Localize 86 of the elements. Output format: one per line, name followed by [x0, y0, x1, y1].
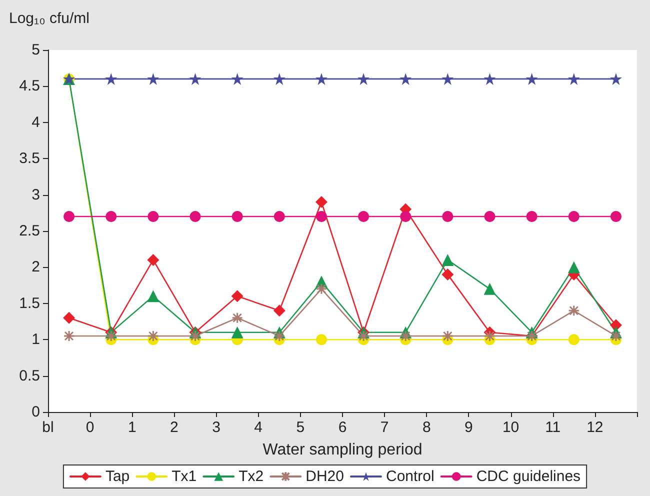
x-tick-label: 1: [128, 419, 136, 436]
point: [147, 290, 160, 302]
point: [105, 72, 118, 85]
y-tick-label: 1: [32, 331, 40, 348]
x-tick-label: 5: [296, 419, 305, 436]
point: [400, 330, 412, 342]
point: [568, 261, 580, 274]
point: [400, 211, 412, 222]
point: [316, 211, 327, 222]
point: [232, 312, 244, 324]
legend-label: Tx1: [172, 468, 197, 485]
point: [316, 283, 328, 295]
y-axis-title: Log₁₀ cfu/ml: [9, 10, 90, 27]
x-tick-label: 11: [545, 419, 561, 436]
x-tick-label: 8: [422, 419, 431, 436]
point: [231, 326, 244, 338]
x-tick-label: 0: [86, 419, 94, 436]
point: [484, 72, 496, 85]
point: [315, 72, 328, 85]
legend-label: CDC guidelines: [476, 468, 581, 485]
point: [442, 211, 454, 222]
y-tick-label: 4: [32, 114, 40, 131]
point: [526, 72, 538, 85]
point: [274, 211, 285, 222]
y-tick-label: 3.5: [19, 150, 40, 168]
point: [568, 334, 580, 346]
point: [315, 196, 328, 208]
x-tick-label: bl: [42, 419, 54, 436]
x-axis-title: Water sampling period: [262, 442, 422, 458]
point: [147, 72, 160, 85]
point: [231, 290, 244, 302]
point: [358, 211, 370, 222]
point: [190, 211, 201, 222]
point: [105, 330, 117, 342]
y-tick-label: 2: [32, 258, 40, 276]
x-tick-label: 10: [502, 419, 520, 436]
point: [442, 254, 454, 266]
legend-label: Tx2: [238, 468, 264, 485]
point: [400, 72, 412, 85]
point: [484, 330, 496, 342]
point: [484, 282, 496, 295]
point: [442, 72, 454, 85]
point: [526, 211, 538, 222]
point: [358, 330, 370, 342]
point: [274, 330, 286, 342]
legend-label: Control: [386, 468, 434, 485]
point: [568, 211, 580, 222]
point: [64, 211, 75, 222]
point: [358, 72, 370, 85]
x-tick-label: 7: [380, 419, 389, 436]
point: [568, 72, 580, 85]
y-tick-label: 0: [32, 404, 40, 420]
point: [148, 211, 159, 222]
point: [147, 254, 160, 266]
x-tick-label: 3: [212, 419, 220, 436]
point: [610, 72, 622, 85]
point: [316, 334, 327, 346]
legend-label: Tap: [105, 468, 130, 485]
x-tick-label: 4: [254, 419, 263, 436]
point: [273, 72, 286, 85]
y-tick-label: 4.5: [19, 78, 40, 95]
point: [273, 304, 286, 317]
point: [610, 330, 622, 342]
y-tick-label: 5: [32, 42, 40, 58]
point: [232, 211, 243, 222]
point: [63, 312, 76, 324]
point: [484, 211, 496, 222]
point: [63, 330, 75, 342]
point: [610, 211, 622, 222]
y-tick-label: 2.5: [19, 222, 40, 240]
x-tick-label: 2: [170, 419, 178, 436]
point: [231, 72, 244, 85]
y-tick-label: 1.5: [19, 294, 40, 312]
point: [190, 330, 201, 342]
point: [189, 72, 202, 85]
x-tick-label: 12: [586, 419, 604, 436]
y-tick-label: 0.5: [19, 367, 40, 384]
legend-label: DH20: [306, 468, 344, 485]
point: [147, 330, 159, 342]
point: [442, 268, 454, 280]
point: [568, 304, 580, 316]
x-tick-label: 9: [464, 419, 473, 436]
y-tick-label: 3: [32, 186, 40, 204]
x-tick-label: 6: [338, 419, 347, 436]
point: [442, 330, 454, 342]
point: [106, 211, 117, 222]
